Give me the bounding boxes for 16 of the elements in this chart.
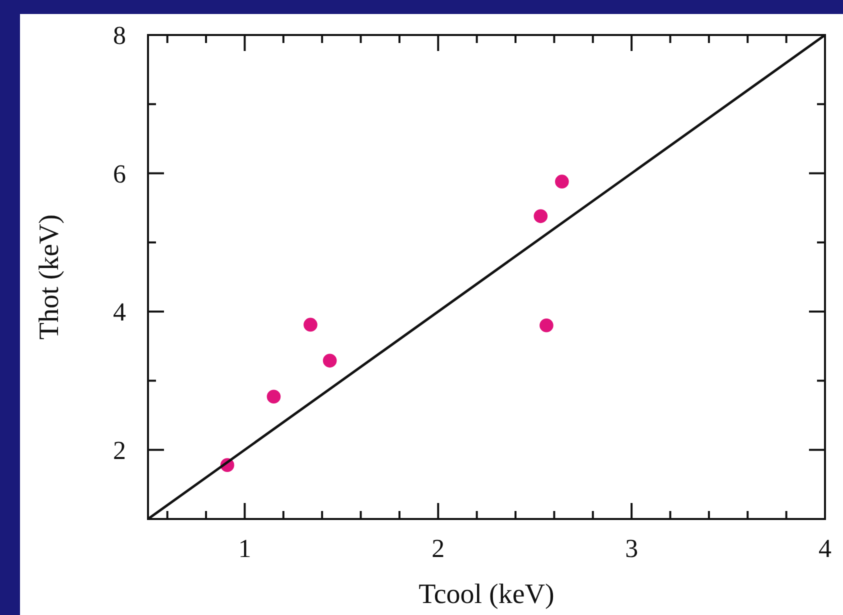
x-tick-label: 3 — [625, 534, 638, 563]
x-tick-label: 1 — [238, 534, 252, 563]
y-tick-label: 2 — [113, 436, 126, 465]
point — [534, 209, 548, 224]
x-tick-label: 2 — [432, 534, 445, 563]
x-axis-title: Tcool (keV) — [418, 579, 554, 610]
y-tick-label: 6 — [113, 159, 126, 188]
point — [540, 318, 554, 332]
point — [555, 174, 569, 188]
y-tick-label: 8 — [113, 21, 126, 50]
point — [322, 354, 337, 368]
y-tick-label: 4 — [113, 298, 126, 327]
x-tick-label: 4 — [818, 534, 832, 563]
y-axis-title: Thot (keV) — [34, 214, 65, 340]
point — [266, 390, 281, 404]
point — [304, 318, 318, 332]
